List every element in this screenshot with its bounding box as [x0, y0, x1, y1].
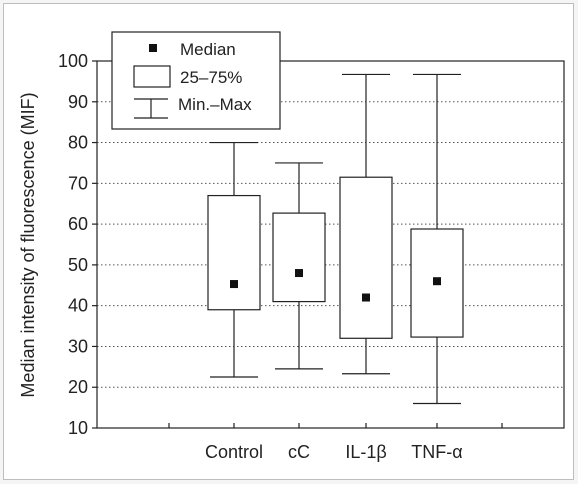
x-category-label: TNF-α	[411, 442, 462, 462]
x-category-label: Control	[205, 442, 263, 462]
y-tick-label-50: 50	[68, 255, 88, 275]
legend-median-label: Median	[180, 40, 236, 59]
box-4	[410, 73, 464, 405]
legend-median-marker	[149, 44, 157, 52]
legend-whisker-label: Min.–Max	[178, 95, 252, 114]
y-axis-ticks: 10 20 30 40 50 60 70 80 90 100	[58, 51, 503, 438]
y-tick-label-80: 80	[68, 133, 88, 153]
y-tick-label-20: 20	[68, 377, 88, 397]
median-marker	[433, 277, 441, 286]
y-tick-label-90: 90	[68, 92, 88, 112]
iqr-box	[207, 194, 261, 311]
y-tick-label-70: 70	[68, 173, 88, 193]
median-marker	[295, 269, 303, 278]
x-category-label: cC	[288, 442, 310, 462]
y-tick-label-40: 40	[68, 296, 88, 316]
y-axis-label: Median intensity of fluorescence (MIF)	[18, 92, 38, 397]
legend: Median 25–75% Min.–Max	[111, 31, 281, 130]
box-1	[207, 141, 261, 378]
chart-frame: 10 20 30 40 50 60 70 80 90 100 Control cC IL-1β TNF-…	[3, 3, 574, 480]
box-2	[272, 162, 326, 370]
y-tick-label-30: 30	[68, 336, 88, 356]
median-marker	[230, 280, 238, 289]
legend-box-symbol	[133, 65, 171, 88]
iqr-box	[272, 212, 326, 303]
x-axis-labels: Control cC IL-1β TNF-α	[205, 442, 463, 462]
x-category-label: IL-1β	[345, 442, 386, 462]
y-tick-label-10: 10	[68, 418, 88, 438]
y-tick-label-100: 100	[58, 51, 88, 71]
gridlines	[97, 101, 564, 388]
iqr-box	[339, 176, 393, 339]
box-3	[339, 73, 393, 375]
median-marker	[362, 293, 370, 302]
boxes-group	[207, 73, 464, 405]
box-plot: 10 20 30 40 50 60 70 80 90 100 Control cC IL-1β TNF-…	[18, 31, 565, 462]
plot-area-border	[96, 60, 565, 429]
legend-box-label: 25–75%	[180, 68, 242, 87]
y-tick-label-60: 60	[68, 214, 88, 234]
